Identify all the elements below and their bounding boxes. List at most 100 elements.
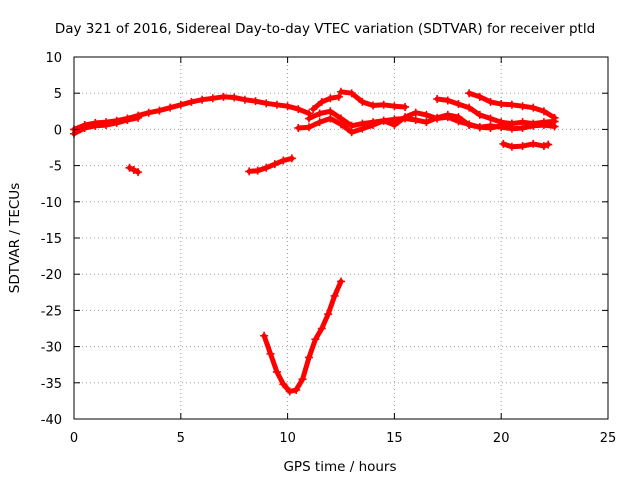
data-point bbox=[411, 115, 420, 124]
data-point bbox=[285, 387, 294, 396]
x-tick-label: 25 bbox=[600, 431, 617, 446]
data-point bbox=[433, 94, 442, 103]
data-point bbox=[102, 121, 111, 130]
data-point bbox=[358, 97, 367, 106]
series-layer bbox=[70, 87, 559, 396]
data-point bbox=[272, 367, 281, 376]
data-point bbox=[390, 102, 399, 111]
data-point bbox=[230, 93, 239, 102]
x-tick-label: 15 bbox=[386, 431, 403, 446]
data-point bbox=[129, 165, 138, 174]
data-point bbox=[272, 100, 281, 109]
data-point bbox=[311, 335, 320, 344]
data-point bbox=[507, 119, 516, 128]
series-arc-3 bbox=[125, 163, 143, 177]
data-point bbox=[298, 375, 307, 384]
chart-title: Day 321 of 2016, Sidereal Day-to-day VTE… bbox=[55, 21, 595, 37]
data-point bbox=[475, 92, 484, 101]
data-point bbox=[91, 121, 100, 130]
data-point bbox=[379, 116, 388, 125]
x-tick-label: 0 bbox=[70, 431, 78, 446]
data-point bbox=[155, 106, 164, 115]
data-point bbox=[465, 103, 474, 112]
data-point bbox=[287, 154, 296, 163]
data-point bbox=[379, 100, 388, 109]
series-arc-10 bbox=[433, 94, 516, 128]
y-tick-label: -20 bbox=[41, 268, 62, 283]
data-point bbox=[317, 97, 326, 106]
data-point bbox=[123, 115, 132, 124]
grid-layer bbox=[74, 57, 608, 419]
data-point bbox=[518, 102, 527, 111]
y-tick-label: 10 bbox=[45, 51, 62, 66]
data-point bbox=[497, 100, 506, 109]
y-tick-label: -40 bbox=[41, 413, 62, 428]
x-tick-label: 20 bbox=[493, 431, 510, 446]
data-point bbox=[369, 118, 378, 127]
data-point bbox=[198, 95, 207, 104]
data-point bbox=[304, 353, 313, 362]
series-arc-12 bbox=[499, 139, 553, 151]
data-point bbox=[245, 167, 254, 176]
data-point bbox=[486, 97, 495, 106]
data-point bbox=[422, 110, 431, 119]
data-point bbox=[550, 122, 559, 131]
y-tick-label: -25 bbox=[41, 304, 62, 319]
data-point bbox=[294, 105, 303, 114]
data-point bbox=[262, 163, 271, 172]
data-point bbox=[401, 114, 410, 123]
data-point bbox=[251, 97, 260, 106]
data-point bbox=[176, 100, 185, 109]
y-tick-label: 5 bbox=[54, 87, 62, 102]
data-point bbox=[369, 101, 378, 110]
data-point bbox=[337, 277, 345, 286]
data-point bbox=[208, 94, 217, 103]
data-point bbox=[304, 123, 313, 132]
data-point bbox=[337, 87, 345, 96]
data-point bbox=[279, 156, 288, 165]
x-axis-label: GPS time / hours bbox=[283, 459, 396, 475]
data-point bbox=[529, 121, 538, 130]
data-point bbox=[497, 118, 506, 127]
data-point bbox=[550, 113, 559, 122]
data-point bbox=[134, 113, 143, 122]
data-point bbox=[465, 121, 474, 130]
data-point bbox=[134, 168, 143, 177]
data-point bbox=[411, 108, 420, 117]
y-tick-label: -10 bbox=[41, 196, 62, 211]
data-point bbox=[529, 139, 538, 148]
data-point bbox=[262, 99, 271, 108]
data-point bbox=[144, 108, 153, 117]
data-point bbox=[324, 310, 333, 319]
data-point bbox=[443, 96, 452, 105]
data-point bbox=[292, 386, 301, 395]
data-point bbox=[390, 115, 399, 124]
data-point bbox=[539, 107, 548, 116]
data-point bbox=[125, 163, 134, 172]
data-point bbox=[518, 142, 527, 151]
data-point bbox=[253, 166, 262, 175]
data-point bbox=[240, 95, 249, 104]
data-point bbox=[454, 100, 463, 109]
series-arc-5 bbox=[260, 277, 345, 396]
series-arc-9 bbox=[337, 87, 410, 111]
series-arc-11 bbox=[465, 89, 559, 122]
data-point bbox=[347, 121, 356, 130]
series-arc-7 bbox=[304, 107, 559, 133]
data-point bbox=[486, 114, 495, 123]
data-point bbox=[260, 331, 269, 340]
data-point bbox=[518, 123, 527, 132]
data-point bbox=[304, 114, 313, 123]
data-point bbox=[315, 118, 324, 127]
data-point bbox=[443, 110, 452, 119]
data-point bbox=[422, 118, 431, 127]
data-point bbox=[544, 140, 553, 149]
series-arc-2 bbox=[70, 113, 143, 138]
data-point bbox=[358, 119, 367, 128]
data-point bbox=[166, 103, 175, 112]
data-point bbox=[433, 113, 442, 122]
data-point bbox=[401, 102, 410, 111]
data-point bbox=[317, 324, 326, 333]
